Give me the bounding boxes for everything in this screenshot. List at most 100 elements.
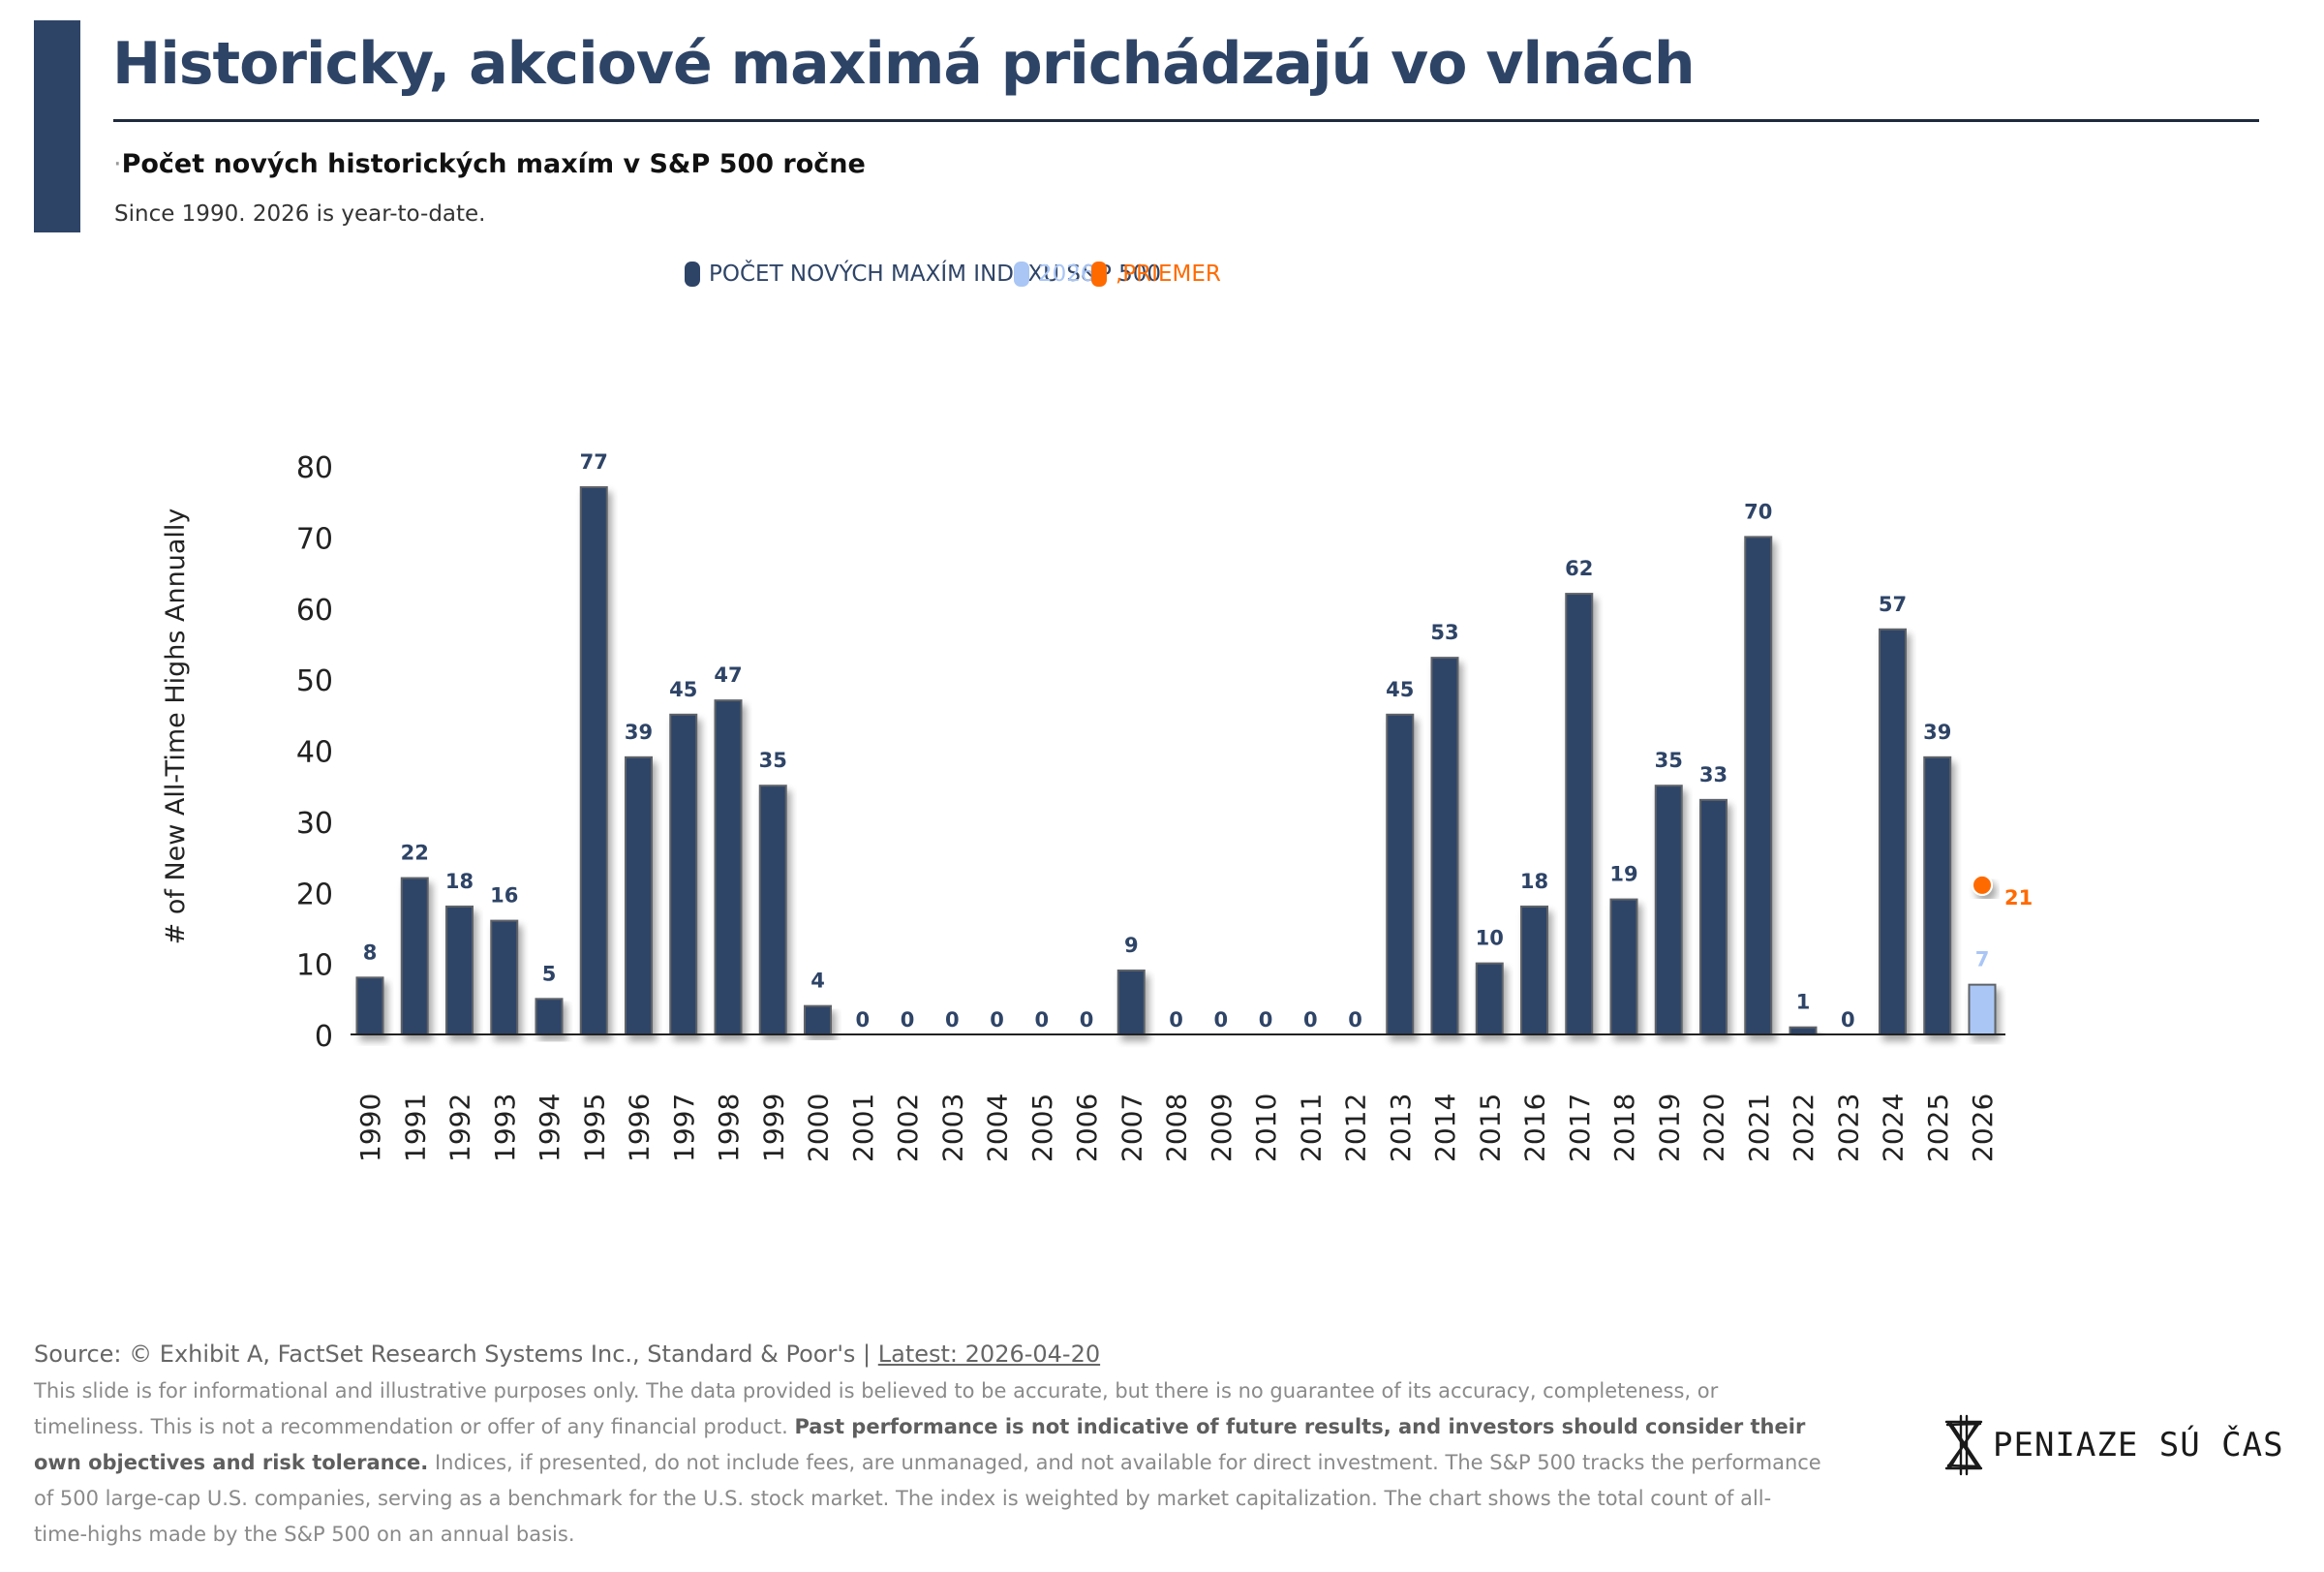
legend-swatch-average-icon <box>1091 262 1107 287</box>
x-tick-label: 2014 <box>1429 1094 1461 1162</box>
bar-2015 <box>1475 962 1504 1035</box>
x-tick-label: 2009 <box>1206 1094 1238 1162</box>
value-label-2018: 19 <box>1609 863 1637 886</box>
x-tick-label: 1992 <box>444 1094 476 1162</box>
y-tick-label: 80 <box>296 451 333 485</box>
x-tick-label: 1996 <box>624 1094 656 1162</box>
value-label-2014: 53 <box>1430 621 1458 644</box>
disclaimer-text: time-highs made by the S&P 500 on an ann… <box>34 1523 575 1546</box>
value-label-1998: 47 <box>714 663 742 687</box>
hourglass-dollar-icon <box>1944 1414 1983 1476</box>
value-label-2011: 0 <box>1303 1008 1318 1032</box>
value-label-2026: 7 <box>1975 948 1990 971</box>
x-tick-label: 2024 <box>1878 1094 1910 1162</box>
x-tick-label: 2019 <box>1653 1094 1685 1162</box>
x-tick-label: 2015 <box>1474 1094 1506 1162</box>
value-label-2020: 33 <box>1699 763 1728 786</box>
x-tick-label: 2026 <box>1967 1094 1999 1162</box>
bar-2022 <box>1789 1026 1818 1035</box>
bar-1992 <box>445 905 474 1035</box>
subtitle-prefix: · <box>113 149 122 179</box>
x-tick-label: 2001 <box>847 1094 879 1162</box>
x-tick-label: 1997 <box>668 1094 700 1162</box>
value-label-1999: 35 <box>759 749 787 772</box>
x-tick-label: 2008 <box>1161 1094 1193 1162</box>
x-tick-label: 2012 <box>1340 1094 1372 1162</box>
y-tick-label: 70 <box>296 522 333 556</box>
y-axis-ticks: 0 10 20 30 40 50 60 70 80 <box>296 451 333 1054</box>
x-tick-label: 1995 <box>578 1094 610 1162</box>
x-tick-label: 2013 <box>1385 1094 1417 1162</box>
x-tick-label: 1991 <box>399 1094 431 1162</box>
value-label-2013: 45 <box>1386 678 1414 701</box>
bar-2019 <box>1654 785 1683 1035</box>
x-axis-ticks: 1990 1991 1992 1993 1994 1995 1996 1997 1998 1999… <box>354 1094 1999 1162</box>
disclaimer-line: time-highs made by the S&P 500 on an ann… <box>34 1517 1893 1553</box>
y-tick-label: 40 <box>296 736 333 770</box>
disclaimer-text: of 500 large-cap U.S. companies, serving… <box>34 1487 1772 1510</box>
x-tick-label: 2010 <box>1250 1094 1282 1162</box>
y-tick-label: 30 <box>296 807 333 841</box>
disclaimer-line: own objectives and risk tolerance. Indic… <box>34 1445 1893 1481</box>
value-label-2024: 57 <box>1879 593 1907 616</box>
value-label-2006: 0 <box>1080 1008 1094 1032</box>
y-axis-title: # of New All-Time Highs Annually <box>161 509 191 945</box>
x-tick-label: 2006 <box>1071 1094 1103 1162</box>
legend-item-count: POČET NOVÝCH MAXÍM INDEXU S&P 500 <box>685 258 1161 291</box>
x-tick-label: 2002 <box>892 1094 924 1162</box>
bar-2026 <box>1968 983 1997 1036</box>
value-label-1991: 22 <box>401 842 429 865</box>
bar-2016 <box>1520 905 1548 1035</box>
average-end-marker <box>1972 874 1993 896</box>
value-label-1995: 77 <box>580 450 608 474</box>
legend-swatch-count-icon <box>685 262 700 287</box>
value-label-2017: 62 <box>1565 557 1593 580</box>
bar-1991 <box>400 877 429 1036</box>
value-label-2001: 0 <box>855 1008 870 1032</box>
bar-2020 <box>1699 798 1728 1035</box>
x-tick-label: 2025 <box>1922 1094 1954 1162</box>
value-label-2004: 0 <box>990 1008 1004 1032</box>
bar-1995 <box>579 486 608 1035</box>
bar-1994 <box>535 998 564 1035</box>
disclaimer-bold: Past performance is not indicative of fu… <box>794 1415 1806 1438</box>
value-label-2015: 10 <box>1476 927 1504 950</box>
y-tick-label: 10 <box>296 949 333 983</box>
source-text: Source: © Exhibit A, FactSet Research Sy… <box>34 1341 878 1368</box>
value-label-1996: 39 <box>625 721 653 744</box>
source-line: Source: © Exhibit A, FactSet Research Sy… <box>34 1337 1100 1372</box>
chart-legend: POČET NOVÝCH MAXÍM INDEXU S&P 500 2026 ,… <box>0 258 2324 291</box>
disclaimer-line: This slide is for informational and illu… <box>34 1373 1893 1409</box>
value-label-1993: 16 <box>490 884 518 908</box>
value-label-1997: 45 <box>669 678 697 701</box>
disclaimer-text: Indices, if presented, do not include fe… <box>428 1451 1821 1474</box>
bar-1999 <box>758 785 787 1035</box>
bar-1996 <box>625 755 653 1036</box>
title-divider <box>113 119 2259 122</box>
legend-label-average: ,PRIEMER <box>1116 262 1221 287</box>
average-value-label: 21 <box>2004 886 2033 909</box>
bar-2025 <box>1923 755 1952 1036</box>
brand-logo: PENIAZE SÚ ČAS <box>1942 1414 2284 1476</box>
bar-1990 <box>355 976 384 1035</box>
page-title: Historicky, akciové maximá prichádzajú v… <box>112 30 1696 98</box>
x-tick-label: 2000 <box>803 1094 835 1162</box>
x-tick-label: 1998 <box>713 1094 745 1162</box>
bar-2024 <box>1879 628 1907 1035</box>
x-tick-label: 2007 <box>1116 1094 1147 1162</box>
value-label-2000: 4 <box>810 970 825 993</box>
value-label-2019: 35 <box>1655 749 1683 772</box>
disclaimer-text: This slide is for informational and illu… <box>34 1379 1719 1402</box>
x-tick-label: 2021 <box>1743 1094 1775 1162</box>
value-label-2009: 0 <box>1213 1008 1228 1032</box>
y-tick-label: 20 <box>296 878 333 911</box>
value-label-1994: 5 <box>542 962 557 985</box>
bar-1998 <box>714 699 743 1035</box>
brand-name: PENIAZE SÚ ČAS <box>1993 1426 2284 1464</box>
latest-date-link[interactable]: Latest: 2026-04-20 <box>877 1341 1101 1368</box>
value-label-2025: 39 <box>1923 721 1951 744</box>
value-label-2016: 18 <box>1520 870 1548 893</box>
value-label-2021: 70 <box>1744 500 1772 523</box>
disclaimer: This slide is for informational and illu… <box>34 1373 1893 1553</box>
